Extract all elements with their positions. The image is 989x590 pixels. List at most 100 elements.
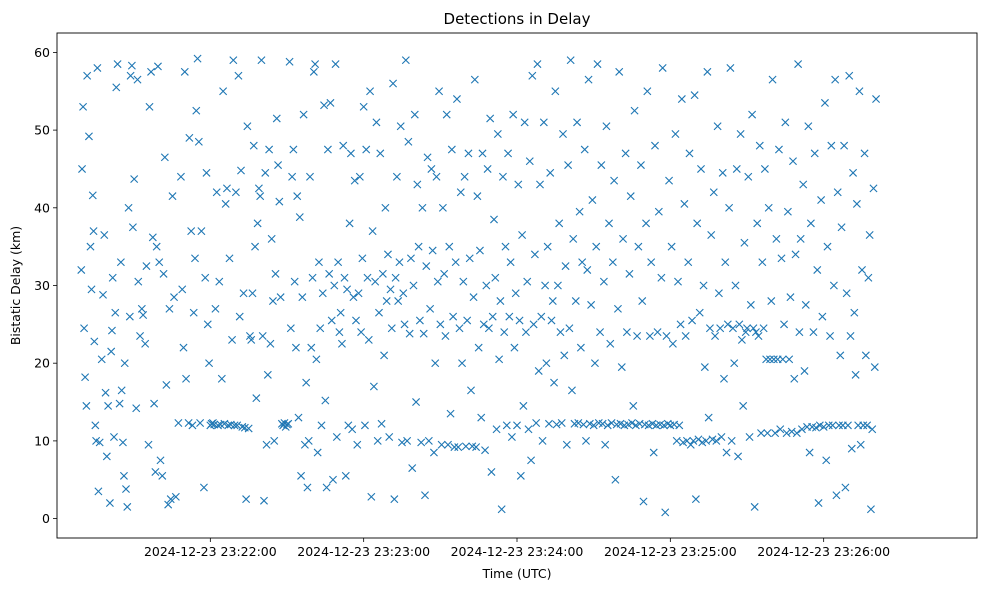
data-point-marker [530, 250, 539, 259]
data-point-marker [557, 419, 566, 428]
data-point-marker [495, 355, 504, 364]
data-point-marker [472, 443, 481, 452]
data-point-marker [368, 227, 377, 236]
data-point-marker [553, 281, 562, 290]
data-point-marker [94, 487, 103, 496]
data-point-marker [327, 316, 336, 325]
data-point-marker [836, 351, 845, 360]
data-point-marker [151, 467, 160, 476]
data-point-marker [122, 485, 130, 494]
data-point-marker [575, 207, 584, 216]
data-point-marker [304, 436, 313, 445]
data-point-marker [461, 442, 470, 451]
data-point-marker [339, 141, 348, 150]
data-point-marker [739, 401, 748, 410]
data-point-marker [117, 386, 126, 395]
data-point-marker [115, 399, 124, 408]
data-point-marker [460, 172, 469, 181]
data-point-marker [133, 75, 142, 84]
data-point-marker [160, 153, 169, 162]
data-point-marker [470, 75, 479, 84]
data-point-marker [360, 421, 369, 430]
data-point-marker [362, 145, 371, 154]
data-point-marker [813, 265, 822, 274]
data-point-marker [178, 285, 187, 294]
data-point-marker [781, 118, 790, 127]
data-point-marker [307, 343, 316, 352]
data-point-marker [865, 231, 874, 239]
data-point-marker [165, 304, 174, 313]
data-point-marker [488, 312, 497, 321]
data-point-marker [289, 145, 298, 154]
data-point-marker [799, 180, 808, 189]
data-point-marker [87, 285, 96, 294]
data-point-marker [662, 332, 671, 340]
data-point-marker [275, 197, 284, 206]
data-point-marker [110, 433, 118, 441]
data-point-marker [617, 363, 626, 372]
data-point-marker [312, 355, 321, 364]
data-point-marker [579, 420, 588, 429]
data-point-marker [406, 254, 415, 263]
data-point-marker [345, 219, 354, 228]
data-point-marker [473, 192, 482, 201]
data-point-marker [313, 448, 322, 457]
data-point-marker [634, 242, 643, 251]
data-point-marker [826, 332, 835, 340]
data-point-marker [450, 443, 459, 452]
data-point-marker [298, 293, 307, 302]
data-point-marker [543, 242, 552, 251]
data-point-marker [496, 297, 505, 306]
data-point-marker [763, 429, 772, 438]
data-point-marker [625, 269, 634, 278]
data-point-marker [429, 448, 438, 457]
data-point-marker [113, 60, 122, 69]
data-point-marker [711, 332, 720, 340]
data-point-marker [796, 234, 805, 243]
data-point-marker [261, 168, 270, 177]
data-point-marker [791, 250, 800, 259]
data-point-marker [107, 347, 116, 356]
data-point-marker [211, 304, 220, 313]
data-point-marker [525, 157, 534, 166]
data-point-marker [491, 273, 500, 282]
data-point-marker [271, 269, 280, 278]
data-point-marker [475, 246, 484, 255]
data-point-marker [529, 320, 538, 329]
data-point-marker [858, 265, 866, 274]
data-point-marker [516, 471, 525, 480]
data-point-marker [823, 242, 832, 251]
data-point-marker [810, 149, 819, 158]
data-point-marker [276, 293, 285, 302]
data-point-marker [247, 335, 256, 344]
data-point-marker [643, 87, 652, 96]
data-point-marker [482, 281, 491, 290]
data-point-marker [680, 199, 689, 208]
data-point-marker [465, 254, 474, 263]
data-point-marker [831, 75, 840, 84]
data-point-marker [846, 332, 855, 340]
data-point-marker [630, 106, 639, 115]
data-point-marker [142, 262, 151, 271]
data-point-marker [95, 438, 104, 447]
data-point-marker [224, 421, 233, 430]
data-point-marker [116, 258, 125, 267]
data-point-marker [91, 421, 100, 430]
data-point-marker [233, 421, 242, 430]
data-point-marker [152, 242, 161, 251]
data-point-marker [84, 132, 93, 141]
data-point-marker [560, 351, 569, 360]
data-point-marker [377, 419, 386, 428]
data-point-marker [746, 300, 755, 309]
data-point-marker [214, 421, 222, 430]
data-point-marker [486, 114, 495, 123]
data-point-marker [82, 401, 91, 410]
data-point-marker [695, 308, 704, 317]
data-point-marker [428, 246, 437, 255]
data-point-marker [262, 440, 271, 449]
data-point-marker [835, 421, 843, 430]
data-point-marker [606, 339, 615, 348]
x-tick-label: 2024-12-23 23:22:00 [144, 544, 277, 559]
data-point-marker [199, 483, 208, 492]
y-tick-label: 0 [42, 511, 50, 526]
